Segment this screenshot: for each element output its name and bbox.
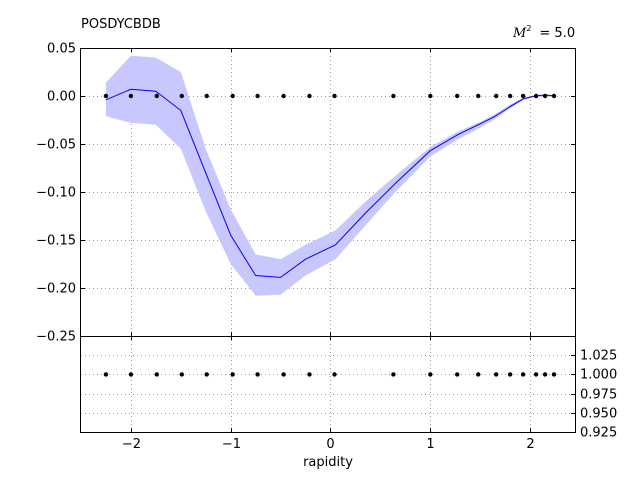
ratio-point [542, 372, 548, 377]
top-ytick-label: −0.10 [36, 186, 76, 201]
ratio-point [455, 372, 460, 377]
top-y-ticks: −0.25 −0.20 −0.15 −0.10 −0.05 0.00 0.05 [36, 42, 575, 345]
ratio-point [533, 372, 539, 377]
annotation: M2 = 5.0 [512, 24, 575, 41]
data-point [332, 93, 337, 99]
data-point [307, 93, 312, 99]
x-ticks: −2 −1 0 1 2 [122, 336, 535, 452]
top-ytick-label: −0.20 [36, 282, 76, 297]
data-point [230, 93, 235, 99]
data-point [476, 93, 481, 99]
data-point [128, 93, 134, 99]
top-ytick-label: −0.15 [36, 234, 76, 249]
top-ytick-label: −0.05 [36, 138, 76, 153]
top-ytick-label: 0.05 [47, 42, 76, 57]
ratio-point [332, 372, 337, 377]
ratio-point [494, 372, 499, 377]
bottom-ytick-label: 0.925 [580, 426, 617, 441]
data-point [494, 93, 499, 99]
ratio-point [103, 372, 109, 377]
data-point [542, 93, 548, 99]
data-point [154, 93, 159, 99]
x-axis-label: rapidity [303, 455, 353, 470]
ratio-point [230, 372, 235, 377]
data-point [281, 93, 286, 99]
xtick-label: 0 [326, 437, 334, 452]
bottom-points [103, 372, 557, 377]
xtick-label: −2 [122, 437, 141, 452]
ratio-point [551, 372, 557, 377]
ratio-point [307, 372, 312, 377]
data-point [507, 93, 513, 99]
series-line [105, 88, 556, 278]
ratio-point [520, 372, 526, 377]
ratio-point [476, 372, 481, 377]
top-ytick-label: 0.00 [47, 90, 76, 105]
bottom-ytick-label: 1.000 [580, 368, 617, 383]
bottom-panel-frame [80, 336, 576, 433]
bottom-ytick-label: 0.950 [580, 407, 617, 422]
top-band-layer [105, 55, 556, 296]
data-point [455, 93, 460, 99]
data-point [204, 93, 209, 99]
bottom-y-ticks: 0.925 0.950 0.975 1.000 1.025 [571, 349, 617, 441]
xtick-label: 1 [426, 437, 434, 452]
data-point [533, 93, 539, 99]
chart-title: POSDYCBDB [81, 17, 161, 32]
data-point [391, 93, 396, 99]
bottom-ytick-label: 0.975 [580, 388, 617, 403]
xtick-label: 2 [526, 437, 534, 452]
annotation-superscript: 2 [526, 24, 531, 33]
xtick-label: −1 [222, 437, 241, 452]
data-point [255, 93, 260, 99]
data-point [103, 93, 109, 99]
ratio-point [255, 372, 260, 377]
bottom-panel: 0.925 0.950 0.975 1.000 1.025 −2 −1 0 1 2 [80, 336, 617, 452]
annotation-text: = 5.0 [539, 26, 575, 41]
ratio-point [128, 372, 134, 377]
annotation-symbol: M [512, 26, 527, 41]
ratio-point [391, 372, 396, 377]
uncertainty-band [105, 55, 556, 296]
ratio-point [179, 372, 184, 377]
data-point [520, 93, 526, 99]
ratio-point [428, 372, 433, 377]
data-point [428, 93, 433, 99]
ratio-point [281, 372, 286, 377]
top-line-layer [105, 88, 556, 278]
ratio-point [204, 372, 209, 377]
bottom-grid [81, 336, 575, 433]
bottom-ytick-label: 1.025 [580, 349, 617, 364]
data-point [551, 93, 557, 99]
data-point [179, 93, 184, 99]
top-ytick-label: −0.25 [36, 330, 76, 345]
ratio-point [507, 372, 513, 377]
top-points [103, 93, 557, 99]
top-panel: −0.25 −0.20 −0.15 −0.10 −0.05 0.00 0.05 [36, 42, 576, 345]
ratio-point [154, 372, 159, 377]
